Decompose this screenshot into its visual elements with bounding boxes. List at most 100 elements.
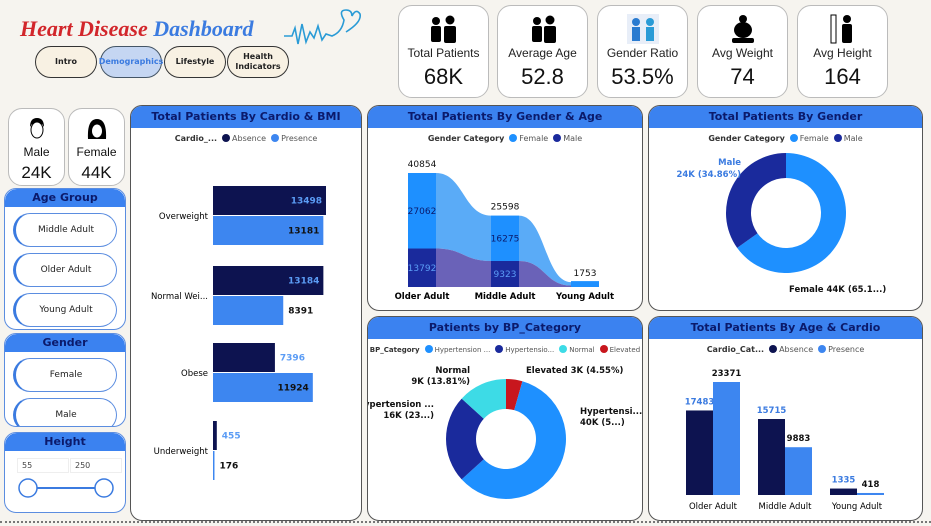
bar-presence[interactable] [213, 373, 313, 402]
people-icon [399, 14, 488, 44]
age-group-slicer: Age Group Middle Adult Older Adult Young A… [4, 188, 126, 330]
chart-title: Total Patients By Cardio & BMI [131, 106, 361, 128]
male-count-card: Male 24K [8, 108, 65, 186]
kpi-value: 74 [730, 64, 755, 89]
female-segment[interactable] [408, 173, 436, 249]
gender-count: 44K [81, 163, 112, 182]
slicer-title: Height [5, 433, 125, 451]
chart-title: Patients by BP_Category [368, 317, 642, 339]
male-segment[interactable] [491, 260, 519, 287]
data-label: 13184 [288, 277, 319, 287]
female-ribbon [436, 173, 491, 261]
bar-absence[interactable] [213, 186, 326, 215]
kpi-card-gender-ratio: Gender Ratio 53.5% [597, 5, 688, 98]
nav-lifestyle-button[interactable]: Lifestyle [164, 46, 226, 78]
slice-male[interactable] [726, 153, 786, 248]
category-label: Older Adult [689, 502, 738, 512]
bar-absence[interactable] [213, 343, 275, 372]
age-option-middle-adult[interactable]: Middle Adult [13, 213, 117, 247]
kpi-card-avg-height: Avg Height 164 [797, 5, 888, 98]
gender-count: 24K [21, 163, 52, 182]
data-label: Elevated 3K (4.55%) [526, 366, 623, 376]
kpi-value: 164 [824, 64, 861, 89]
total-segment[interactable] [571, 281, 599, 287]
data-label: 9883 [787, 434, 811, 444]
weight-scale-icon [698, 14, 787, 44]
height-max-input[interactable]: 250 [70, 458, 122, 473]
category-label: Middle Adult [475, 292, 536, 302]
kpi-value: 68K [423, 64, 464, 89]
female-avatar-icon [69, 117, 124, 143]
kpi-value: 53.5% [611, 64, 674, 89]
bar-presence[interactable] [857, 492, 884, 495]
slider-max-handle[interactable] [94, 478, 114, 498]
divider [0, 521, 931, 523]
bar-presence[interactable] [785, 447, 812, 495]
data-label: 418 [862, 480, 880, 490]
height-measure-icon [798, 14, 887, 44]
data-label: 1753 [574, 269, 597, 279]
height-min-input[interactable]: 55 [17, 458, 69, 473]
gender-slicer: Gender Female Male [4, 333, 126, 427]
nav-health-indicators-button[interactable]: Health Indicators [227, 46, 289, 78]
data-label: 9323 [494, 270, 517, 280]
gender-ratio-icon [598, 14, 687, 44]
category-label: Overweight [159, 212, 209, 222]
bar-absence[interactable] [686, 410, 713, 495]
kpi-card-avg-weight: Avg Weight 74 [697, 5, 788, 98]
bar-presence[interactable] [213, 296, 284, 325]
data-label: Hypertensi... [580, 407, 642, 417]
gender-option-female[interactable]: Female [13, 358, 117, 392]
data-label: 23371 [712, 369, 742, 379]
kpi-value: 52.8 [521, 64, 564, 89]
kpi-label: Average Age [508, 46, 577, 60]
bar-presence[interactable] [213, 451, 215, 480]
data-label: 7396 [280, 354, 305, 364]
nav-intro-button[interactable]: Intro [35, 46, 97, 78]
age-option-older-adult[interactable]: Older Adult [13, 253, 117, 287]
bar-absence[interactable] [758, 419, 785, 495]
category-label: Young Adult [831, 502, 883, 512]
category-label: Normal Wei... [151, 292, 208, 302]
kpi-card-average-age: Average Age 52.8 [497, 5, 588, 98]
chart-legend: Gender Category Female Male [708, 134, 863, 143]
chart-legend: Cardio_... Absence Presence [174, 134, 318, 143]
heartbeat-logo-icon [284, 9, 362, 45]
slice-elevated[interactable] [506, 379, 523, 411]
slicer-title: Gender [5, 334, 125, 352]
male-segment[interactable] [408, 248, 436, 287]
female-ribbon [519, 215, 571, 286]
slicer-title: Age Group [5, 189, 125, 207]
bar-absence[interactable] [213, 266, 324, 295]
slice-female[interactable] [737, 153, 846, 273]
bar-presence[interactable] [713, 382, 740, 495]
chart-legend: Gender Category Female Male [427, 134, 583, 143]
bar-absence[interactable] [213, 421, 217, 450]
data-label: 455 [222, 432, 241, 442]
age-option-young-adult[interactable]: Young Adult [13, 293, 117, 327]
chart-title: Total Patients By Gender [649, 106, 922, 128]
data-label: Male [718, 158, 741, 168]
gender-age-ribbon-chart: Total Patients By Gender & Age Gender Ca… [367, 105, 643, 311]
category-label: Older Adult [395, 292, 450, 302]
height-range-slider[interactable] [14, 476, 118, 500]
kpi-label: Total Patients [407, 46, 480, 60]
slice-hypertension-stage-1[interactable] [461, 381, 566, 499]
gender-label: Female [76, 145, 117, 159]
data-label: Female 44K (65.1...) [789, 285, 886, 295]
slice-hypertension-stage-2[interactable] [446, 398, 484, 480]
cardio-bmi-chart: Total Patients By Cardio & BMI Cardio_..… [130, 105, 362, 521]
female-count-card: Female 44K [68, 108, 125, 186]
slice-normal[interactable] [461, 379, 506, 419]
data-label: 27062 [408, 207, 437, 217]
chart-legend: Cardio_Cat... Absence Presence [706, 345, 865, 354]
nav-demographics-button[interactable]: Demographics [99, 46, 163, 78]
gender-option-male[interactable]: Male [13, 398, 117, 426]
data-label: 25598 [491, 203, 520, 213]
gender-donut-chart: Total Patients By Gender Gender Category… [648, 105, 923, 311]
slider-min-handle[interactable] [18, 478, 38, 498]
bar-absence[interactable] [830, 488, 857, 495]
female-segment[interactable] [491, 215, 519, 261]
bar-presence[interactable] [213, 216, 324, 245]
category-label: Middle Adult [759, 502, 813, 512]
